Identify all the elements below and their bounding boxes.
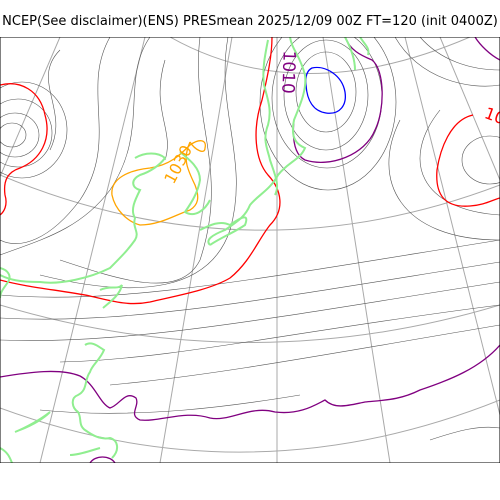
meridian-lines [0, 37, 500, 463]
purple-contours [0, 37, 500, 463]
pressure-map: 1010 1030 10 [0, 37, 500, 463]
map-border [0, 37, 500, 463]
coastlines [0, 37, 370, 463]
parallel-lines [0, 37, 500, 453]
right-edge-label: 10 [482, 103, 500, 128]
blue-contour [305, 66, 346, 114]
orange-contour [111, 140, 206, 226]
high-left-label: 1030 [160, 142, 196, 187]
isobar-lines [0, 37, 500, 441]
chart-title: NCEP(See disclaimer)(ENS) PRESmean 2025/… [2, 14, 498, 29]
red-contours [0, 37, 500, 305]
low-center-label: 1010 [277, 50, 298, 94]
